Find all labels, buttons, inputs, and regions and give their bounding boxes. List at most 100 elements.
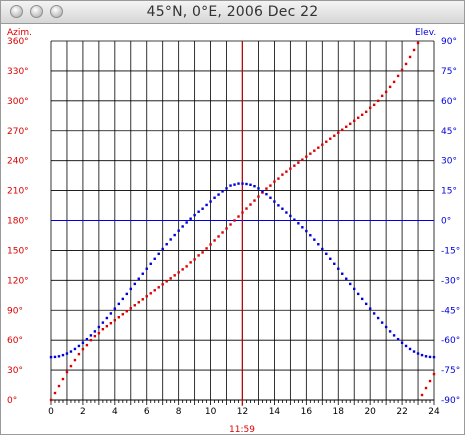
azimuth-point: [181, 268, 184, 271]
azimuth-point: [197, 254, 200, 257]
azimuth-point: [77, 352, 81, 356]
x-tick-label: 22: [396, 407, 407, 417]
elevation-point: [73, 347, 77, 351]
azimuth-point: [269, 184, 272, 187]
elevation-point: [229, 184, 232, 187]
elevation-point: [424, 355, 428, 358]
elevation-point: [277, 204, 280, 207]
azimuth-point: [368, 106, 372, 110]
azimuth-point: [380, 94, 384, 98]
left-tick-label: 330°: [7, 67, 29, 77]
azimuth-point: [289, 167, 292, 170]
elevation-point: [432, 355, 436, 359]
azimuth-point: [89, 338, 93, 342]
elevation-point: [209, 200, 212, 203]
azimuth-point: [177, 271, 180, 274]
azimuth-point: [241, 211, 244, 214]
azimuth-point: [205, 247, 208, 250]
x-tick-label: 8: [176, 407, 182, 417]
elevation-point: [213, 196, 216, 199]
elevation-point: [257, 187, 260, 190]
azimuth-point: [384, 90, 388, 94]
azimuth-point: [73, 358, 77, 362]
elevation-point: [400, 341, 404, 344]
azimuth-point: [145, 295, 148, 298]
right-tick-label: 90°: [441, 37, 457, 47]
elevation-point: [273, 200, 276, 203]
azimuth-point: [333, 134, 336, 137]
elevation-point: [376, 316, 380, 320]
azimuth-point: [189, 261, 192, 264]
elevation-point: [49, 355, 53, 359]
elevation-point: [109, 312, 113, 315]
azimuth-point: [305, 155, 308, 158]
left-tick-label: 90°: [7, 306, 23, 316]
tick-labels: 0°30°60°90°120°150°180°210°240°270°300°3…: [7, 37, 460, 417]
elevation-point: [289, 214, 292, 218]
azimuth-point: [173, 274, 176, 277]
elevation-point: [197, 210, 200, 213]
azimuth-point: [237, 215, 240, 218]
azimuth-point: [353, 119, 356, 122]
azimuth-point: [372, 103, 376, 107]
azimuth-point: [253, 199, 256, 202]
x-tick-label: 10: [205, 407, 217, 417]
title-bar[interactable]: 45°N, 0°E, 2006 Dec 22: [1, 1, 464, 24]
elevation-point: [285, 211, 288, 214]
right-tick-label: -30°: [441, 276, 460, 286]
left-axis-label: Azim.: [7, 28, 32, 38]
azimuth-point: [337, 131, 340, 134]
azimuth-point: [257, 195, 260, 198]
azimuth-point: [277, 177, 280, 180]
close-button[interactable]: [10, 5, 23, 18]
azimuth-point: [321, 143, 324, 146]
elevation-point: [169, 238, 172, 241]
elevation-point: [97, 325, 101, 329]
azimuth-point: [117, 316, 121, 319]
elevation-point: [364, 302, 368, 306]
elevation-point: [89, 334, 93, 337]
elevation-point: [141, 272, 144, 275]
x-tick-label: 24: [428, 407, 440, 417]
elevation-point: [261, 190, 264, 193]
left-tick-label: 210°: [7, 187, 29, 197]
azimuth-point: [396, 74, 400, 78]
zoom-button[interactable]: [50, 5, 63, 18]
x-tick-label: 16: [301, 407, 313, 417]
azimuth-point: [400, 68, 404, 72]
elevation-point: [388, 330, 392, 333]
elevation-point: [193, 213, 196, 217]
elevation-point: [249, 183, 252, 186]
elevation-point: [404, 344, 408, 348]
azimuth-point: [105, 325, 109, 328]
elevation-point: [161, 247, 164, 251]
elevation-point: [368, 307, 372, 310]
left-tick-label: 120°: [7, 276, 29, 286]
azimuth-point: [125, 310, 129, 313]
elevation-point: [428, 355, 432, 359]
elevation-point: [137, 277, 140, 280]
right-tick-label: -75°: [441, 366, 460, 376]
elevation-point: [189, 217, 192, 220]
azimuth-point: [281, 173, 284, 176]
elevation-point: [412, 350, 416, 353]
azimuth-point: [317, 146, 320, 149]
elevation-point: [201, 207, 204, 210]
elevation-point: [313, 238, 316, 241]
azimuth-point: [233, 219, 236, 222]
azimuth-point: [309, 152, 312, 155]
elevation-point: [253, 184, 256, 188]
azimuth-point: [133, 304, 136, 307]
window-title: 45°N, 0°E, 2006 Dec 22: [146, 4, 319, 20]
azimuth-point: [101, 327, 105, 331]
elevation-point: [297, 222, 300, 225]
elevation-point: [105, 316, 109, 320]
azimuth-point: [249, 203, 252, 206]
x-tick-label: 12: [237, 407, 248, 417]
elevation-point: [396, 337, 400, 341]
elevation-point: [133, 282, 136, 286]
azimuth-point: [157, 286, 160, 289]
minimize-button[interactable]: [30, 5, 43, 18]
elevation-point: [81, 341, 85, 344]
